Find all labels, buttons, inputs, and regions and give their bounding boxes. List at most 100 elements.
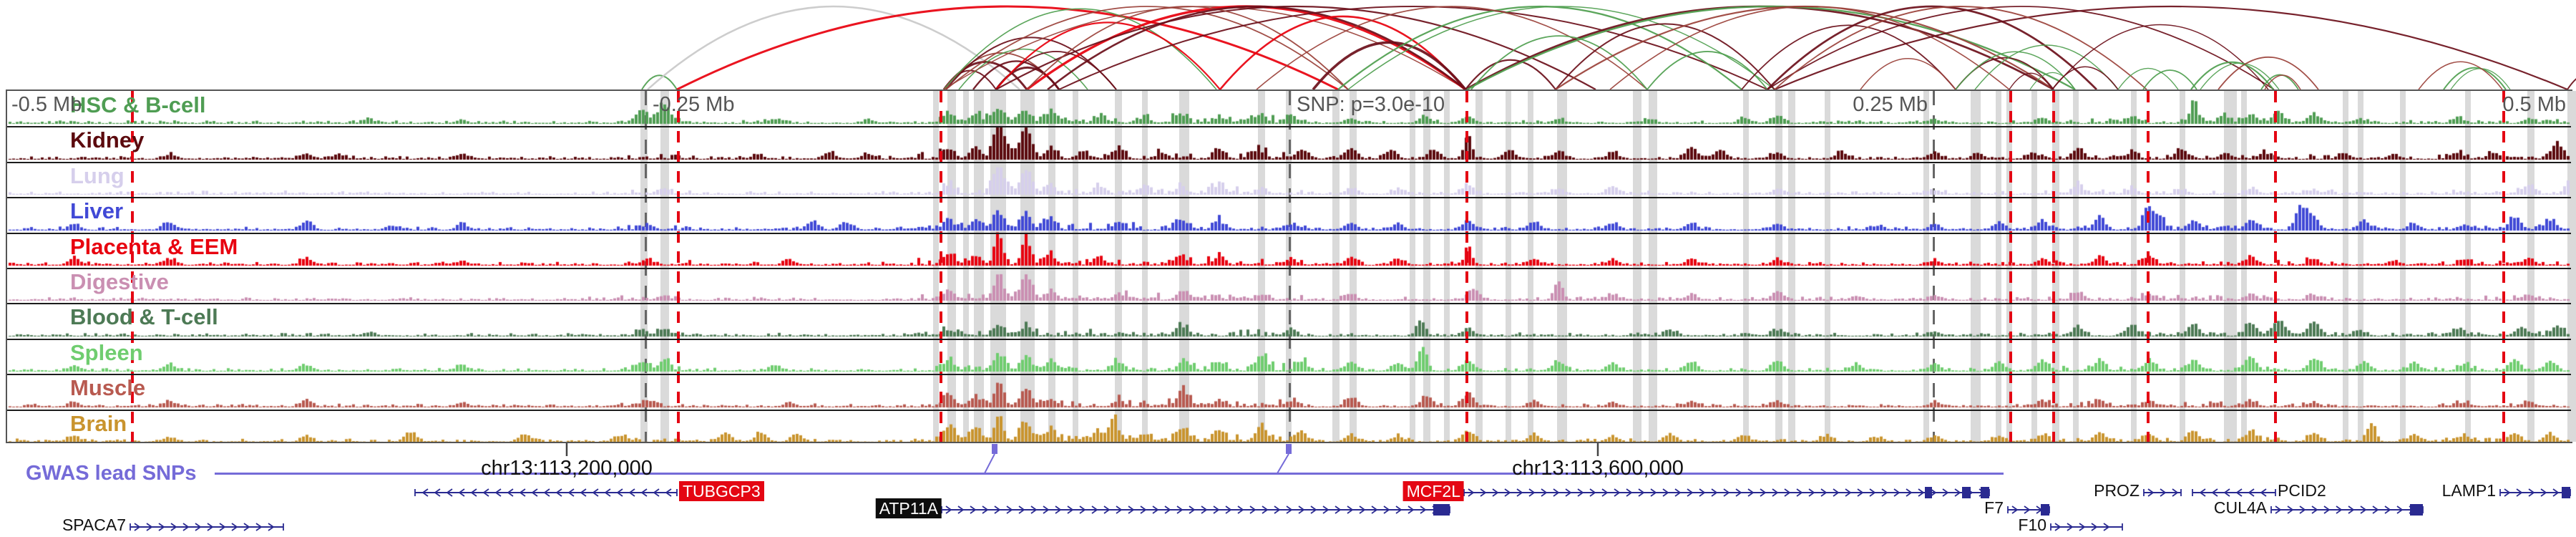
gene-strand-arrow: [2336, 505, 2343, 514]
interaction-arc[interactable]: [2142, 69, 2197, 90]
gene-strand-arrow: [243, 523, 250, 531]
track-area[interactable]: -0.5 Mb -0.25 Mb SNP: p=3.0e-10 0.25 Mb …: [6, 90, 2576, 443]
interaction-arc[interactable]: [1047, 5, 1466, 90]
gwas-snp-tick[interactable]: [992, 444, 997, 454]
gwas-snp-connector: [1277, 453, 1289, 474]
interaction-arc[interactable]: [2029, 72, 2076, 90]
gene-label-CUL4A[interactable]: CUL4A: [2213, 498, 2267, 517]
red-marker-line: [131, 91, 134, 442]
gene-label-SPACA7[interactable]: SPACA7: [62, 516, 126, 534]
interaction-arc[interactable]: [1774, 6, 2147, 90]
gene-strand-arrow: [2103, 523, 2110, 531]
gene-strand-arrow: [519, 488, 526, 497]
interaction-arc[interactable]: [1774, 5, 2568, 90]
gene-label-TUBGCP3[interactable]: TUBGCP3: [679, 481, 764, 501]
interaction-arc[interactable]: [1955, 51, 2076, 90]
gene-label-PCID2[interactable]: PCID2: [2278, 481, 2326, 500]
interaction-arc[interactable]: [1256, 6, 1648, 90]
gene-strand-arrow: [1286, 505, 1293, 514]
gene-strand-arrow: [1383, 505, 1390, 514]
gene-exon-CUL4A: [2410, 504, 2423, 516]
interaction-arc[interactable]: [2117, 67, 2179, 90]
gene-label-PROZ[interactable]: PROZ: [2094, 481, 2140, 500]
interaction-arc[interactable]: [1767, 5, 2097, 90]
gene-strand-arrow: [1528, 488, 1536, 497]
scale-label-plus-quarter: 0.25 Mb: [1853, 93, 1928, 116]
gene-strand-arrow: [2211, 488, 2218, 497]
interaction-arc[interactable]: [2418, 61, 2503, 90]
interaction-arc[interactable]: [2260, 74, 2299, 90]
interaction-arc[interactable]: [2009, 72, 2053, 90]
gene-strand-arrow: [507, 488, 514, 497]
interaction-arc[interactable]: [2190, 61, 2274, 90]
gene-strand-arrow: [2079, 523, 2086, 531]
interaction-arc[interactable]: [2450, 68, 2511, 90]
gene-strand-arrow: [1881, 488, 1888, 497]
interaction-arc[interactable]: [641, 74, 678, 90]
gene-label-LAMP1[interactable]: LAMP1: [2441, 481, 2496, 500]
interaction-arc[interactable]: [1767, 6, 2275, 90]
gene-label-F10[interactable]: F10: [2018, 516, 2046, 534]
interaction-arc[interactable]: [943, 8, 1217, 90]
interaction-arc[interactable]: [1646, 51, 1768, 90]
interaction-arc[interactable]: [995, 6, 1596, 90]
interaction-arc[interactable]: [1974, 44, 2119, 90]
gene-strand-arrow: [1930, 488, 1937, 497]
interaction-arc[interactable]: [1219, 15, 1466, 90]
interaction-arc[interactable]: [1058, 6, 1768, 90]
gene-strand-arrow: [2299, 505, 2306, 514]
gene-strand-arrow: [2160, 488, 2167, 497]
interaction-arc[interactable]: [943, 6, 1466, 90]
interaction-arc[interactable]: [1470, 35, 1648, 90]
gene-strand-arrow: [1662, 488, 1669, 497]
interaction-arc[interactable]: [1860, 58, 1956, 90]
interaction-arc[interactable]: [1312, 41, 1467, 90]
gene-strand-arrow: [2540, 488, 2547, 497]
signal-tracks-canvas[interactable]: [7, 91, 2571, 442]
gene-strand-arrow: [945, 505, 952, 514]
interaction-arc[interactable]: [2051, 24, 2269, 90]
interaction-arc[interactable]: [1026, 6, 1349, 90]
gene-strand-arrow: [1322, 505, 1330, 514]
gene-annotation-layer[interactable]: [0, 443, 2576, 537]
interaction-arc[interactable]: [2567, 74, 2576, 90]
track-separator: [7, 233, 2571, 234]
gene-strand-arrow: [1614, 488, 1621, 497]
interaction-arc[interactable]: [1347, 6, 1775, 90]
gene-strand-arrow: [1201, 505, 1208, 514]
interaction-arc[interactable]: [945, 6, 1349, 90]
gene-strand-arrow: [1747, 488, 1755, 497]
gene-strand-arrow: [182, 523, 190, 531]
gene-label-F7[interactable]: F7: [1984, 498, 2004, 517]
interaction-arc[interactable]: [1337, 5, 1742, 90]
gene-strand-arrow: [2275, 505, 2282, 514]
gene-strand-arrow: [1116, 505, 1123, 514]
interaction-arc[interactable]: [1466, 5, 2076, 90]
interaction-arc[interactable]: [2264, 74, 2301, 90]
interaction-arc[interactable]: [1465, 59, 1556, 90]
gwas-snp-tick[interactable]: [1286, 444, 1292, 454]
gene-strand-arrow: [531, 488, 538, 497]
interaction-arc[interactable]: [995, 21, 1221, 90]
interaction-arc[interactable]: [676, 5, 1339, 90]
gene-exon-MCF2L: [1981, 487, 1989, 498]
interaction-arc[interactable]: [647, 5, 1020, 90]
interaction-arc[interactable]: [1025, 5, 1467, 90]
gene-strand-arrow: [2372, 505, 2379, 514]
gene-strand-arrow: [640, 488, 648, 497]
gene-strand-arrow: [1565, 488, 1572, 497]
interaction-arc[interactable]: [1555, 23, 1775, 90]
gene-strand-arrow: [1760, 488, 1767, 497]
interaction-arc[interactable]: [2218, 57, 2319, 90]
chromatin-interaction-arcs[interactable]: [0, 0, 2576, 90]
gene-strand-arrow: [1772, 488, 1779, 497]
coordinate-label-right: chr13:113,600,000: [1512, 457, 1684, 480]
gene-strand-arrow: [1589, 488, 1596, 497]
gene-label-ATP11A[interactable]: ATP11A: [875, 498, 942, 518]
gene-exon-F7: [2041, 504, 2049, 516]
gene-label-MCF2L[interactable]: MCF2L: [1402, 481, 1464, 501]
scale-label-minus-half: -0.5 Mb: [11, 93, 82, 116]
interaction-arc[interactable]: [1609, 6, 2010, 90]
interaction-arc[interactable]: [2443, 67, 2507, 90]
interaction-arc[interactable]: [1741, 24, 1956, 90]
